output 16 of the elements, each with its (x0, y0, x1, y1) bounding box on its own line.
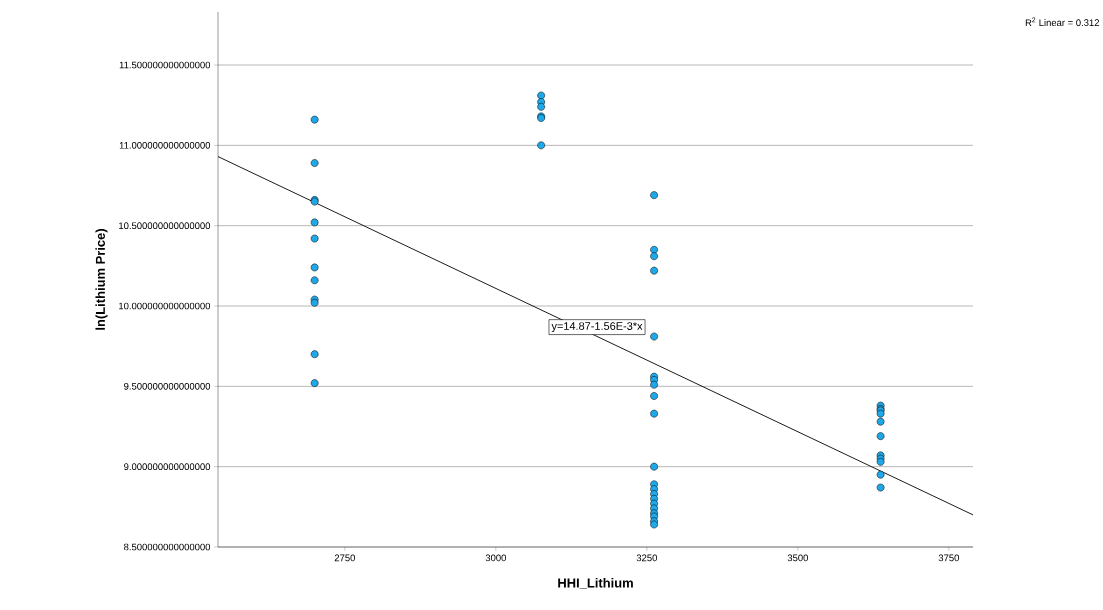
y-tick-label: 10.500000000000000 (119, 222, 211, 230)
y-tick-label: 11.500000000000000 (119, 61, 211, 69)
x-tick-label: 3000 (485, 554, 506, 562)
y-tick-label: 9.500000000000000 (124, 382, 211, 390)
y-tick-label: 11.000000000000000 (119, 141, 211, 149)
x-tick-label: 2750 (334, 554, 355, 562)
x-tick-label: 3250 (636, 554, 657, 562)
y-axis-title: ln(Lithium Price) (95, 229, 108, 330)
y-tick-label: 10.000000000000000 (119, 302, 211, 310)
x-axis-title: HHI_Lithium (558, 578, 633, 590)
y-tick-label: 8.500000000000000 (124, 543, 211, 551)
x-tick-label: 3750 (938, 554, 959, 562)
y-tick-label: 9.000000000000000 (124, 463, 211, 471)
annotation: y=14.87-1.56E-3*x (551, 322, 643, 333)
text: R$^{2}$ Linear = 0.312 (1025, 17, 1100, 27)
x-tick-label: 3500 (787, 554, 808, 562)
